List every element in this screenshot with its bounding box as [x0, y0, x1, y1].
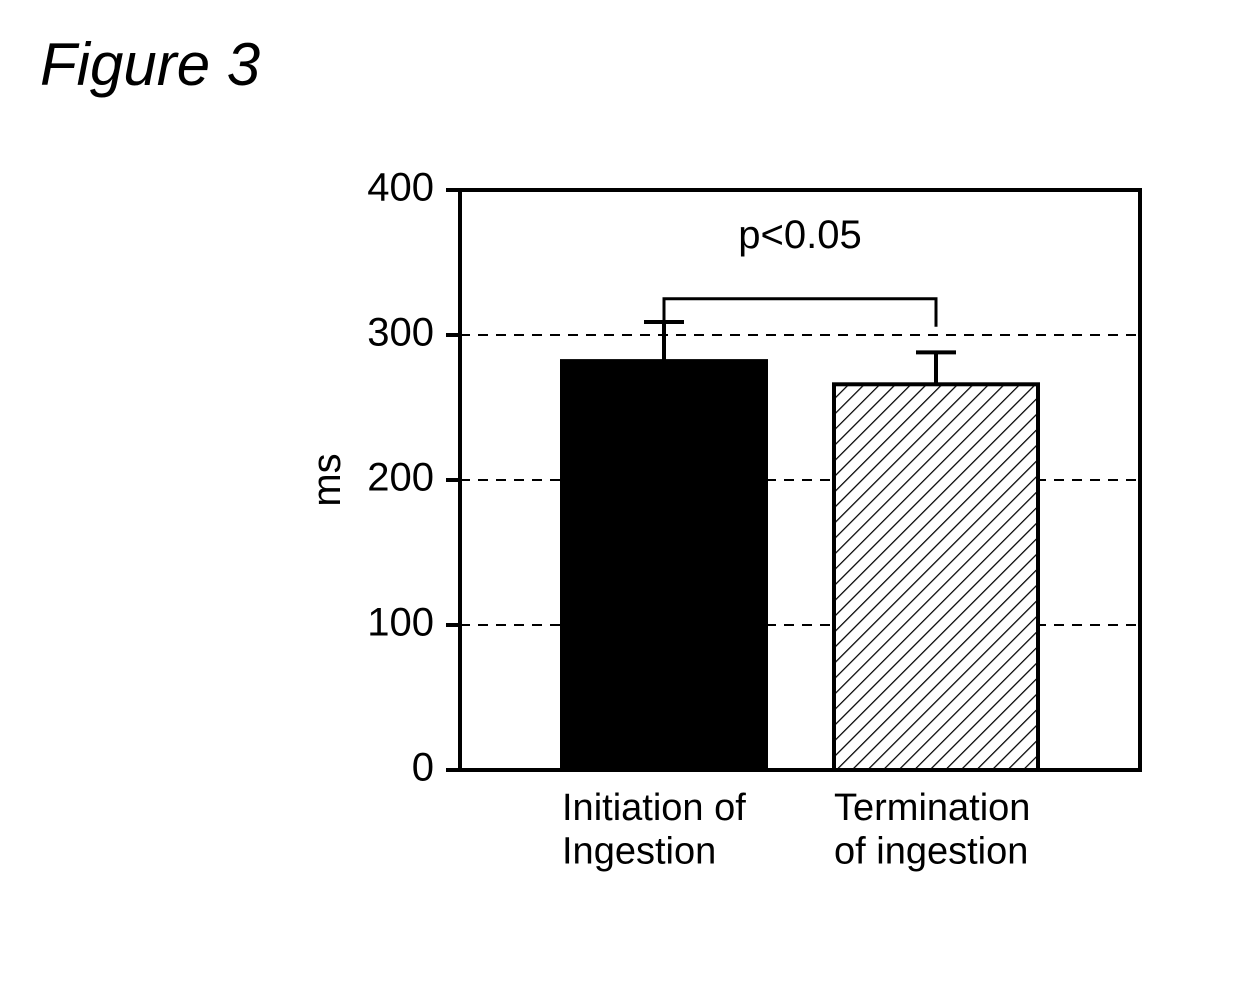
bar	[562, 361, 766, 770]
category-label: Initiation ofIngestion	[562, 787, 746, 873]
y-tick-label: 400	[367, 170, 434, 210]
figure-title: Figure 3	[40, 30, 260, 99]
bar-chart: 0 100 200 300 400 ms Initiation ofIngestion Ter…	[300, 170, 1220, 970]
y-axis-label: ms	[305, 453, 349, 506]
y-tick-label: 0	[412, 746, 434, 790]
y-tick-label: 200	[367, 456, 434, 500]
significance-label: p<0.05	[738, 213, 861, 257]
bar-chart-svg: 0 100 200 300 400 ms Initiation ofIngestion Ter…	[300, 170, 1220, 970]
category-label: Terminationof ingestion	[834, 787, 1030, 873]
bar	[834, 384, 1038, 770]
y-tick-label: 100	[367, 601, 434, 645]
y-tick-label: 300	[367, 311, 434, 355]
